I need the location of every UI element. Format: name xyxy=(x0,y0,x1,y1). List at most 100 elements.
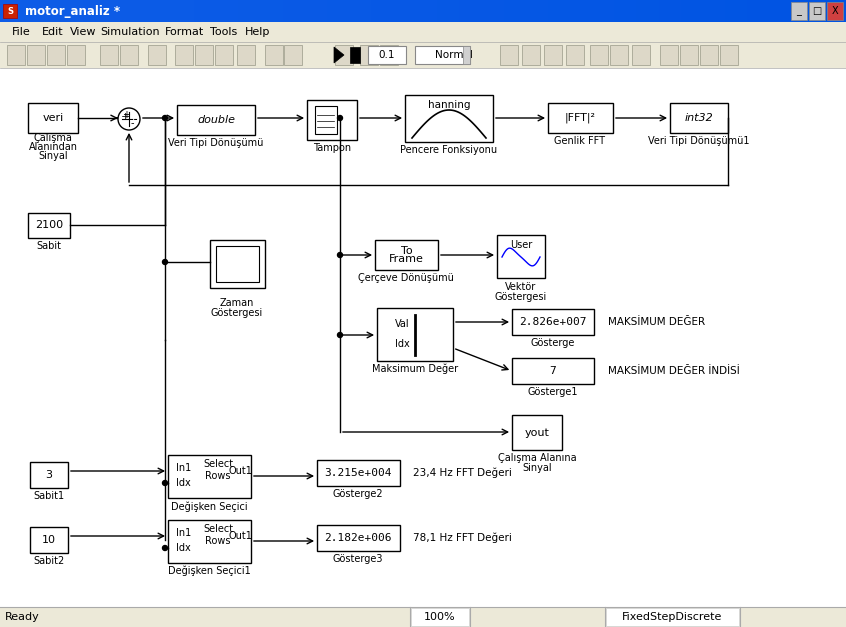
Bar xyxy=(660,0,661,22)
Bar xyxy=(47,0,48,22)
Bar xyxy=(761,0,762,22)
Bar xyxy=(152,0,153,22)
Bar xyxy=(274,0,275,22)
Bar xyxy=(766,0,767,22)
Bar xyxy=(682,0,683,22)
Bar xyxy=(405,0,406,22)
Bar xyxy=(390,0,391,22)
Bar xyxy=(701,0,702,22)
Bar xyxy=(215,0,216,22)
Text: Değişken Seçici1: Değişken Seçici1 xyxy=(168,566,250,576)
Bar xyxy=(66,0,67,22)
Bar xyxy=(755,0,756,22)
Bar xyxy=(235,0,236,22)
Bar xyxy=(816,0,817,22)
Bar xyxy=(398,0,399,22)
Bar xyxy=(522,0,523,22)
Text: 0.1: 0.1 xyxy=(379,50,395,60)
Bar xyxy=(47,45,65,65)
Bar xyxy=(159,0,160,22)
Text: Sabit: Sabit xyxy=(36,241,62,251)
Bar xyxy=(394,0,395,22)
Bar xyxy=(560,0,561,22)
Bar xyxy=(201,0,202,22)
Bar xyxy=(507,0,508,22)
Bar xyxy=(311,0,312,22)
Bar xyxy=(86,0,87,22)
Bar xyxy=(548,0,549,22)
Bar xyxy=(700,45,718,65)
Bar xyxy=(28,103,78,133)
Bar xyxy=(100,45,118,65)
Bar xyxy=(555,0,556,22)
Text: Alanından: Alanından xyxy=(29,142,78,152)
Bar xyxy=(36,0,37,22)
Bar xyxy=(618,0,619,22)
Bar xyxy=(281,0,282,22)
Text: File: File xyxy=(12,27,30,37)
Bar xyxy=(714,0,715,22)
Bar xyxy=(586,0,587,22)
Bar xyxy=(335,0,336,22)
Bar xyxy=(195,0,196,22)
Bar xyxy=(825,0,826,22)
Bar xyxy=(758,0,759,22)
Bar xyxy=(615,0,616,22)
Bar xyxy=(170,0,171,22)
Bar xyxy=(96,0,97,22)
Bar xyxy=(471,0,472,22)
Bar xyxy=(799,0,800,22)
Bar xyxy=(745,0,746,22)
Bar xyxy=(533,0,534,22)
Bar xyxy=(222,0,223,22)
Bar xyxy=(324,0,325,22)
Bar xyxy=(528,0,529,22)
Bar xyxy=(604,0,605,22)
Bar xyxy=(229,0,230,22)
Bar xyxy=(158,0,159,22)
Bar xyxy=(106,0,107,22)
Bar xyxy=(509,0,510,22)
Bar xyxy=(706,0,707,22)
Bar xyxy=(726,0,727,22)
Bar xyxy=(302,0,303,22)
Bar xyxy=(417,0,418,22)
Bar xyxy=(581,0,582,22)
Bar xyxy=(30,462,68,488)
Bar xyxy=(8,0,9,22)
Bar xyxy=(700,0,701,22)
Bar xyxy=(306,0,307,22)
Bar xyxy=(128,0,129,22)
Bar xyxy=(157,0,158,22)
Bar xyxy=(567,0,568,22)
Bar xyxy=(70,0,71,22)
Bar xyxy=(494,0,495,22)
Bar xyxy=(63,0,64,22)
Bar xyxy=(638,0,639,22)
Bar xyxy=(245,0,246,22)
Bar xyxy=(168,455,251,498)
Bar xyxy=(628,0,629,22)
Bar xyxy=(112,0,113,22)
Bar xyxy=(524,0,525,22)
Bar xyxy=(26,0,27,22)
Bar xyxy=(193,0,194,22)
Bar xyxy=(612,0,613,22)
Bar xyxy=(208,0,209,22)
Text: Tampon: Tampon xyxy=(313,143,351,153)
Bar xyxy=(433,0,434,22)
Bar xyxy=(591,0,592,22)
Bar xyxy=(654,0,655,22)
Bar xyxy=(375,0,376,22)
Text: Veri Tipi Dönüşümü1: Veri Tipi Dönüşümü1 xyxy=(648,136,750,146)
Bar xyxy=(725,0,726,22)
Text: S: S xyxy=(7,6,13,16)
Bar xyxy=(420,0,421,22)
Bar xyxy=(616,0,617,22)
Bar xyxy=(130,0,131,22)
Bar xyxy=(183,0,184,22)
Bar xyxy=(550,0,551,22)
Bar xyxy=(688,0,689,22)
Bar xyxy=(393,0,394,22)
Bar xyxy=(829,0,830,22)
